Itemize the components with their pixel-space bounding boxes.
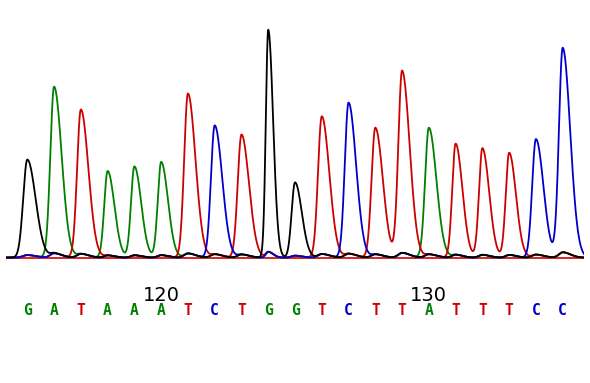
Text: C: C [344, 303, 353, 318]
Text: G: G [291, 303, 299, 318]
Text: T: T [183, 303, 192, 318]
Text: T: T [317, 303, 326, 318]
Text: T: T [505, 303, 513, 318]
Text: A: A [157, 303, 166, 318]
Text: G: G [264, 303, 273, 318]
Text: T: T [398, 303, 407, 318]
Text: A: A [424, 303, 433, 318]
Text: A: A [103, 303, 112, 318]
Text: A: A [50, 303, 58, 318]
Text: G: G [23, 303, 32, 318]
Text: C: C [210, 303, 219, 318]
Text: C: C [558, 303, 567, 318]
Text: T: T [77, 303, 85, 318]
Text: T: T [451, 303, 460, 318]
Text: T: T [237, 303, 246, 318]
Text: A: A [130, 303, 139, 318]
Text: T: T [478, 303, 487, 318]
Text: C: C [532, 303, 540, 318]
Text: T: T [371, 303, 380, 318]
